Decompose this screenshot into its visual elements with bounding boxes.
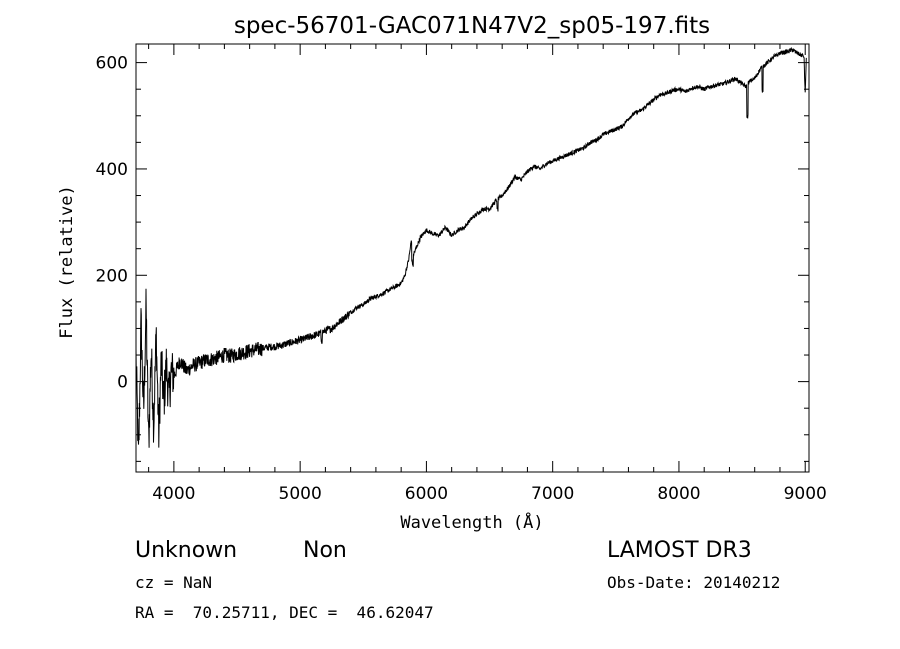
axis-ticks	[136, 44, 809, 472]
chart-title: spec-56701-GAC071N47V2_sp05-197.fits	[234, 13, 710, 39]
y-tick-label: 400	[96, 160, 128, 180]
subclass-label: Non	[303, 538, 347, 563]
x-axis-label: Wavelength (Å)	[400, 511, 543, 533]
ra-dec-value: RA = 70.25711, DEC = 46.62047	[135, 603, 434, 622]
class-label: Unknown	[135, 538, 238, 563]
axis-tick-labels: 4000 5000 6000 7000 8000 9000 0 200 400 600	[96, 54, 827, 504]
x-tick-label: 4000	[152, 484, 195, 504]
x-tick-label: 9000	[784, 484, 827, 504]
y-tick-label: 0	[117, 373, 128, 393]
x-tick-label: 8000	[657, 484, 700, 504]
survey-label: LAMOST DR3	[607, 538, 752, 563]
x-tick-label: 5000	[279, 484, 322, 504]
x-tick-label: 6000	[405, 484, 448, 504]
obs-date: Obs-Date: 20140212	[607, 573, 781, 592]
y-tick-label: 600	[96, 54, 128, 74]
plot-frame	[135, 43, 810, 473]
y-tick-label: 200	[96, 266, 128, 286]
y-axis-label: Flux (relative)	[57, 185, 77, 339]
spectrum-line	[135, 46, 807, 448]
x-tick-label: 7000	[531, 484, 574, 504]
cz-value: cz = NaN	[135, 573, 213, 592]
